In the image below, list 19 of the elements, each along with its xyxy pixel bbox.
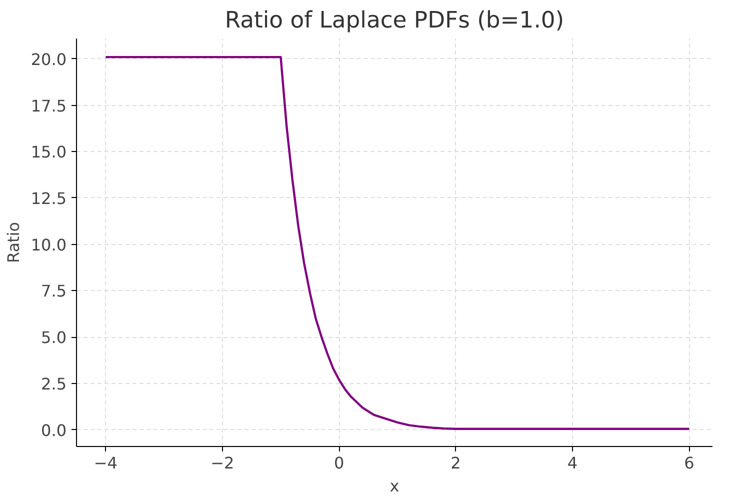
y-axis-title: Ratio <box>4 222 23 264</box>
x-tick-label: 6 <box>684 454 694 472</box>
x-tick-label: 4 <box>567 454 578 472</box>
x-axis-title: x <box>390 476 400 496</box>
y-tick-label: 7.5 <box>41 282 67 301</box>
y-tick-label: 15.0 <box>30 142 66 162</box>
y-tick-label: 0.0 <box>41 420 67 440</box>
line-series <box>104 56 690 430</box>
x-tick-label: −2 <box>210 454 234 472</box>
x-tick-label: 0 <box>334 454 344 472</box>
y-tick-label: 10.0 <box>30 235 66 254</box>
x-tick-label: 2 <box>450 454 461 472</box>
chart-title: Ratio of Laplace PDFs (b=1.0) <box>224 8 564 34</box>
y-tick-label: 5.0 <box>41 328 67 348</box>
y-tick-label: 17.5 <box>30 96 66 116</box>
y-tick-label: 20.0 <box>30 50 66 69</box>
y-tick-label: 12.5 <box>30 188 66 208</box>
x-tick-label: −4 <box>94 454 118 472</box>
y-tick-label: 2.5 <box>41 374 67 394</box>
